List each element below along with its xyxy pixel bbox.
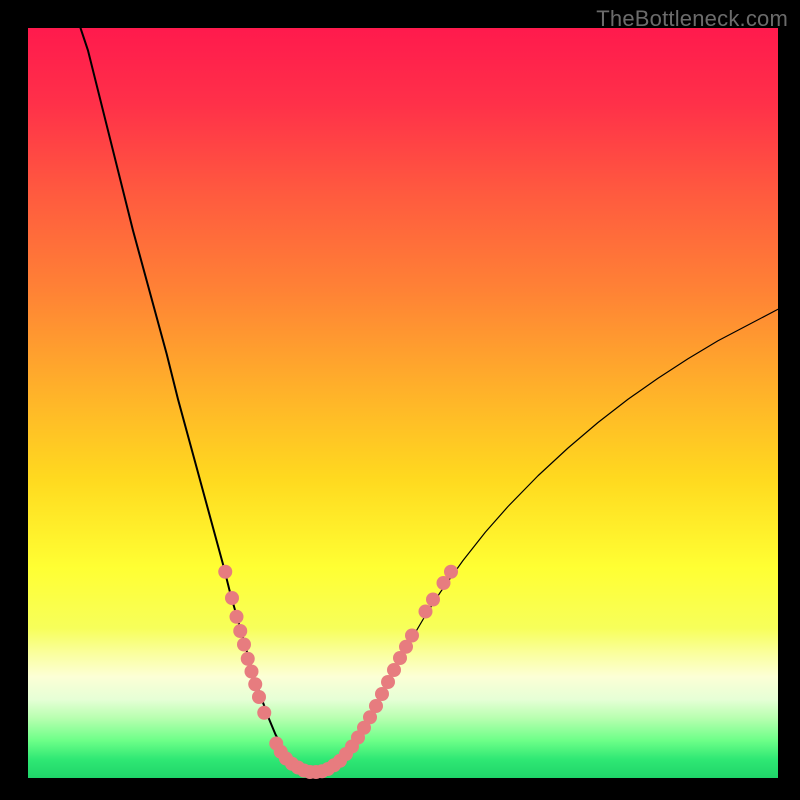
data-marker [375, 687, 389, 701]
data-marker [218, 565, 232, 579]
data-marker [230, 610, 244, 624]
watermark-text: TheBottleneck.com [596, 6, 788, 32]
data-marker [369, 699, 383, 713]
data-marker [245, 665, 259, 679]
plot-background [28, 28, 778, 778]
data-marker [381, 675, 395, 689]
data-marker [248, 677, 262, 691]
data-marker [444, 565, 458, 579]
data-marker [387, 663, 401, 677]
data-marker [419, 605, 433, 619]
data-marker [405, 629, 419, 643]
chart-container: TheBottleneck.com [0, 0, 800, 800]
data-marker [241, 652, 255, 666]
data-marker [257, 706, 271, 720]
data-marker [237, 638, 251, 652]
bottleneck-chart-svg [0, 0, 800, 800]
data-marker [225, 591, 239, 605]
data-marker [233, 624, 247, 638]
data-marker [252, 690, 266, 704]
data-marker [426, 593, 440, 607]
